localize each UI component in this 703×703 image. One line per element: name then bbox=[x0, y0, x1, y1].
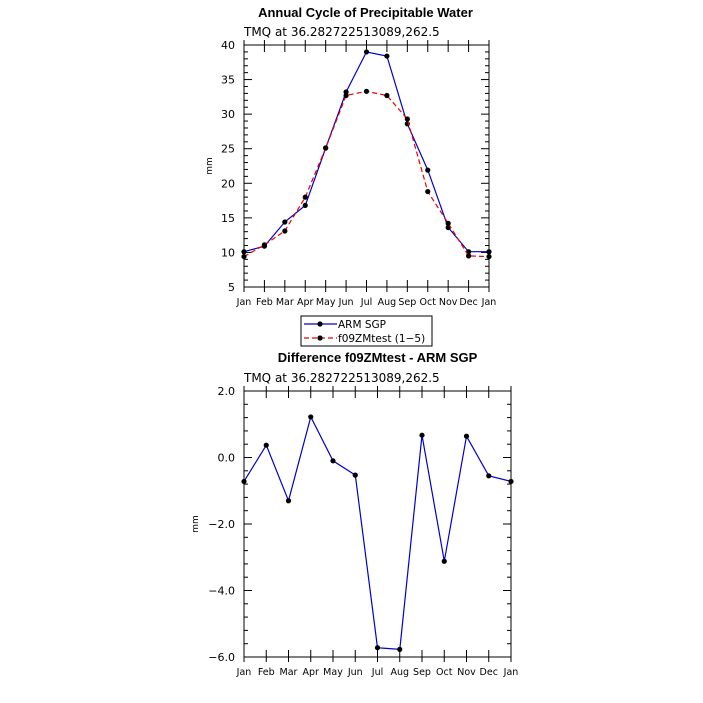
x-tick-label: Aug bbox=[378, 297, 397, 308]
data-point bbox=[241, 249, 247, 255]
chart-2: Difference f09ZMtest - ARM SGP TMQ at 36.… bbox=[191, 350, 518, 678]
x-tick-label: Sep bbox=[398, 297, 416, 308]
data-point bbox=[425, 188, 431, 195]
x-tick-label: Nov bbox=[457, 667, 476, 678]
x-tick-label: Jun bbox=[338, 297, 354, 308]
data-point bbox=[463, 433, 470, 439]
y-tick-label: 2.0 bbox=[218, 385, 236, 398]
x-tick-label: Jul bbox=[371, 667, 383, 678]
data-point bbox=[308, 414, 314, 420]
legend-box bbox=[300, 315, 433, 347]
x-tick-label: Dec bbox=[480, 667, 498, 678]
data-point bbox=[261, 242, 268, 248]
x-tick-label: Jan bbox=[503, 667, 519, 678]
x-tick-label: Apr bbox=[303, 667, 320, 678]
x-tick-label: Jun bbox=[347, 667, 363, 678]
chart-title: Annual Cycle of Precipitable Water bbox=[258, 5, 473, 20]
x-tick-label: Nov bbox=[439, 297, 458, 308]
x-tick-label: Feb bbox=[258, 667, 275, 678]
y-tick-label: 20 bbox=[221, 177, 235, 190]
legend-entry: ARM SGP bbox=[338, 319, 386, 331]
series-line-1 bbox=[243, 415, 512, 651]
data-point bbox=[330, 458, 336, 464]
data-point bbox=[282, 219, 288, 225]
chart-1: Annual Cycle of Precipitable Water TMQ at… bbox=[205, 5, 497, 347]
x-tick-label: Apr bbox=[297, 297, 314, 308]
data-point bbox=[241, 478, 247, 485]
x-tick-label: Sep bbox=[413, 667, 431, 678]
data-point bbox=[419, 432, 425, 438]
x-tick-label: May bbox=[323, 667, 343, 678]
y-tick-label: 10 bbox=[221, 246, 235, 259]
legend-marker bbox=[317, 321, 323, 327]
chart-subtitle: TMQ at 36.282722513089,262.5 bbox=[243, 25, 440, 39]
data-point bbox=[441, 558, 447, 564]
x-tick-label: Mar bbox=[280, 667, 298, 678]
plot-frame bbox=[243, 390, 512, 658]
data-point bbox=[404, 116, 410, 122]
x-tick-label: Dec bbox=[459, 297, 477, 308]
data-point bbox=[486, 253, 492, 260]
data-point bbox=[465, 253, 472, 259]
data-point bbox=[352, 472, 358, 478]
y-tick-label: 35 bbox=[221, 74, 235, 87]
series-line-1 bbox=[243, 51, 489, 253]
data-point bbox=[363, 88, 370, 94]
data-point bbox=[241, 253, 247, 260]
plot-frame bbox=[243, 44, 490, 288]
x-tick-label: May bbox=[316, 297, 336, 308]
data-point bbox=[285, 498, 292, 504]
y-tick-label: 30 bbox=[221, 108, 235, 121]
data-point bbox=[486, 473, 492, 479]
data-point bbox=[397, 646, 403, 652]
y-tick-label: −4.0 bbox=[208, 585, 235, 598]
legend-marker bbox=[317, 335, 323, 341]
y-tick-label: 15 bbox=[221, 212, 235, 225]
x-tick-label: Jan bbox=[236, 297, 252, 308]
data-point bbox=[302, 202, 308, 209]
data-point bbox=[374, 645, 381, 651]
x-tick-label: Mar bbox=[276, 297, 294, 308]
y-axis-label: mm bbox=[191, 515, 201, 533]
data-point bbox=[282, 228, 288, 234]
y-tick-label: −6.0 bbox=[208, 651, 235, 664]
data-point bbox=[384, 53, 390, 59]
y-tick-label: 25 bbox=[221, 143, 235, 156]
y-tick-label: 0.0 bbox=[218, 452, 236, 465]
data-point bbox=[445, 220, 451, 226]
legend: ARM SGP f09ZMtest (1−5) bbox=[300, 315, 433, 347]
data-point bbox=[343, 92, 349, 99]
data-point bbox=[302, 194, 308, 200]
data-point bbox=[263, 442, 269, 448]
x-tick-label: Oct bbox=[436, 667, 453, 678]
x-tick-label: Jan bbox=[481, 297, 497, 308]
y-tick-label: 40 bbox=[221, 39, 235, 52]
x-tick-label: Jan bbox=[236, 667, 252, 678]
data-point bbox=[486, 249, 492, 255]
data-point bbox=[384, 92, 390, 99]
legend-entry: f09ZMtest (1−5) bbox=[338, 333, 425, 345]
x-tick-label: Jul bbox=[360, 297, 372, 308]
y-tick-label: −2.0 bbox=[208, 518, 235, 531]
x-tick-label: Aug bbox=[390, 667, 409, 678]
chart-title: Difference f09ZMtest - ARM SGP bbox=[278, 350, 478, 365]
data-point bbox=[508, 478, 514, 485]
data-point bbox=[425, 167, 431, 173]
y-tick-label: 5 bbox=[228, 281, 235, 294]
chart-subtitle: TMQ at 36.282722513089,262.5 bbox=[243, 371, 440, 385]
x-tick-label: Oct bbox=[420, 297, 437, 308]
data-point bbox=[363, 49, 370, 55]
data-point bbox=[323, 145, 329, 151]
y-axis-label: mm bbox=[205, 157, 215, 175]
x-tick-label: Feb bbox=[256, 297, 273, 308]
